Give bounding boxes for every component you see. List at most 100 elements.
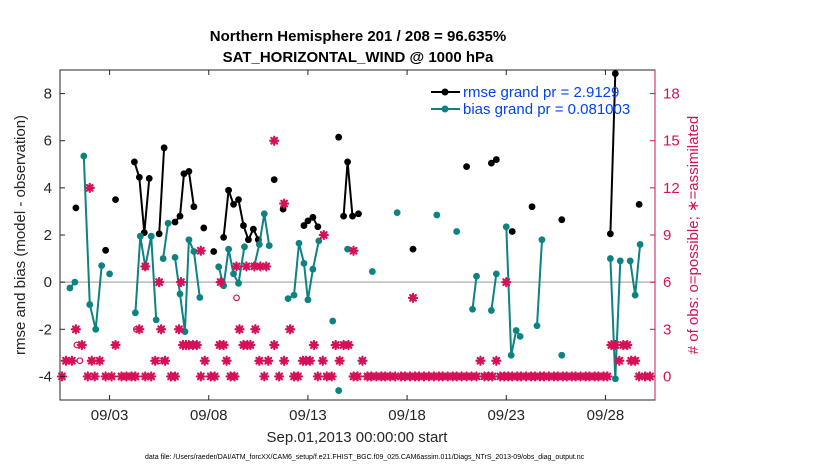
obs-star-core: [80, 343, 84, 347]
obs-star-core: [143, 264, 148, 269]
bias-point: [86, 301, 94, 308]
x-axis-label: Sep.01,2013 00:00:00 start: [267, 429, 449, 446]
bias-series-line: [82, 155, 103, 331]
bias-point: [611, 375, 619, 383]
bias-point: [558, 351, 566, 359]
legend-rmse-label: rmse grand pr = 2.9129: [463, 84, 619, 101]
obs-assimilated-point: [279, 198, 290, 209]
bias-point: [241, 243, 248, 251]
rmse-point: [409, 245, 417, 253]
obs-star-core: [195, 343, 199, 347]
bias-point: [516, 332, 524, 340]
obs-star-core: [272, 343, 277, 347]
obs-assimilated-point: [173, 324, 185, 335]
obs-star-core: [248, 343, 253, 347]
rmse-point: [176, 212, 184, 220]
obs-assimilated-point: [308, 339, 319, 351]
bias-point: [235, 279, 242, 287]
obs-star-core: [393, 374, 397, 379]
rmse-point: [112, 196, 119, 204]
x-tick-label: 09/03: [91, 407, 129, 424]
bias-point: [260, 210, 268, 218]
legend-bias-marker: [441, 105, 449, 113]
bias-series-line: [174, 238, 201, 333]
obs-star-core: [258, 264, 263, 269]
obs-possible-point: [73, 341, 81, 349]
obs-star-core: [329, 374, 334, 379]
chart-title: Northern Hemisphere 201 / 208 = 96.635%: [210, 28, 506, 45]
y2-tick-label: 12: [663, 180, 680, 197]
bias-point: [433, 211, 441, 219]
rmse-point: [611, 70, 619, 77]
obs-assimilated-point: [269, 339, 280, 351]
rmse-point: [635, 200, 643, 208]
y2-axis: 0 3 6 9 12 15 18: [650, 70, 680, 400]
rmse-point: [508, 228, 516, 235]
obs-star-core: [308, 358, 312, 363]
obs-assimilated-point: [491, 355, 502, 366]
bias-point: [255, 241, 263, 248]
obs-assimilated-point: [487, 371, 498, 382]
y2-tick-label: 0: [663, 368, 671, 385]
bias-point: [533, 322, 541, 330]
obs-assimilated-point: [630, 355, 641, 366]
obs-assimilated-point: [622, 339, 633, 351]
obs-assimilated-point: [471, 371, 482, 382]
bias-point: [616, 257, 624, 265]
obs-assimilated-point: [250, 324, 261, 335]
obs-star-core: [625, 343, 630, 347]
obs-star-core: [321, 233, 326, 237]
rmse-point: [340, 212, 348, 220]
obs-star-core: [97, 358, 102, 363]
obs-star-core: [244, 264, 249, 269]
obs-assimilated-point: [263, 355, 274, 366]
bias-point: [230, 270, 237, 278]
bias-point: [469, 305, 476, 313]
rmse-point: [314, 223, 322, 231]
obs-assimilated-point: [84, 182, 95, 193]
obs-assimilated-point: [245, 339, 256, 351]
y2-tick-label: 18: [663, 86, 680, 103]
bias-point: [265, 242, 273, 250]
rmse-point: [225, 186, 232, 194]
obs-assimilated-point: [407, 292, 419, 303]
bias-point: [502, 223, 510, 231]
obs-assimilated-point: [76, 339, 87, 351]
obs-star-core: [637, 374, 641, 379]
obs-assimilated-point: [304, 355, 315, 366]
bias-series-line: [505, 226, 521, 357]
rmse-point: [245, 236, 252, 244]
obs-assimilated-point: [218, 339, 229, 351]
bias-point: [300, 259, 308, 267]
x-axis: 09/03 09/08 09/13 09/18 09/23 09/28: [91, 70, 624, 424]
rmse-point: [249, 225, 257, 233]
obs-star-core: [490, 374, 495, 379]
bias-point: [196, 294, 204, 301]
obs-possible-point: [132, 325, 140, 333]
plot-area: [56, 69, 656, 401]
rmse-point: [344, 158, 351, 166]
obs-star-core: [179, 280, 183, 284]
y2-axis-label: # of obs: o=possible; ∗=assimilated: [685, 116, 702, 355]
obs-star-core: [221, 343, 226, 347]
bias-point: [190, 248, 198, 255]
bias-point: [309, 265, 317, 273]
obs-assimilated-point: [169, 371, 181, 382]
legend: rmse grand pr = 2.9129 bias grand pr = 0…: [431, 84, 630, 118]
x-tick-label: 09/23: [487, 407, 525, 424]
rmse-series-line: [158, 147, 166, 234]
obs-assimilated-point: [330, 339, 341, 351]
bias-series-line: [253, 212, 271, 266]
bias-point: [512, 327, 520, 334]
obs-star-core: [143, 374, 148, 379]
rmse-point: [210, 248, 218, 255]
obs-assimilated-point: [279, 355, 290, 366]
obs-star-core: [64, 358, 68, 363]
obs-assimilated-point: [199, 355, 210, 366]
bias-series-line: [162, 223, 170, 259]
obs-star-core: [355, 374, 360, 379]
rmse-point: [190, 203, 198, 211]
bias-point: [295, 239, 303, 247]
y2-tick-label: 3: [663, 321, 671, 338]
